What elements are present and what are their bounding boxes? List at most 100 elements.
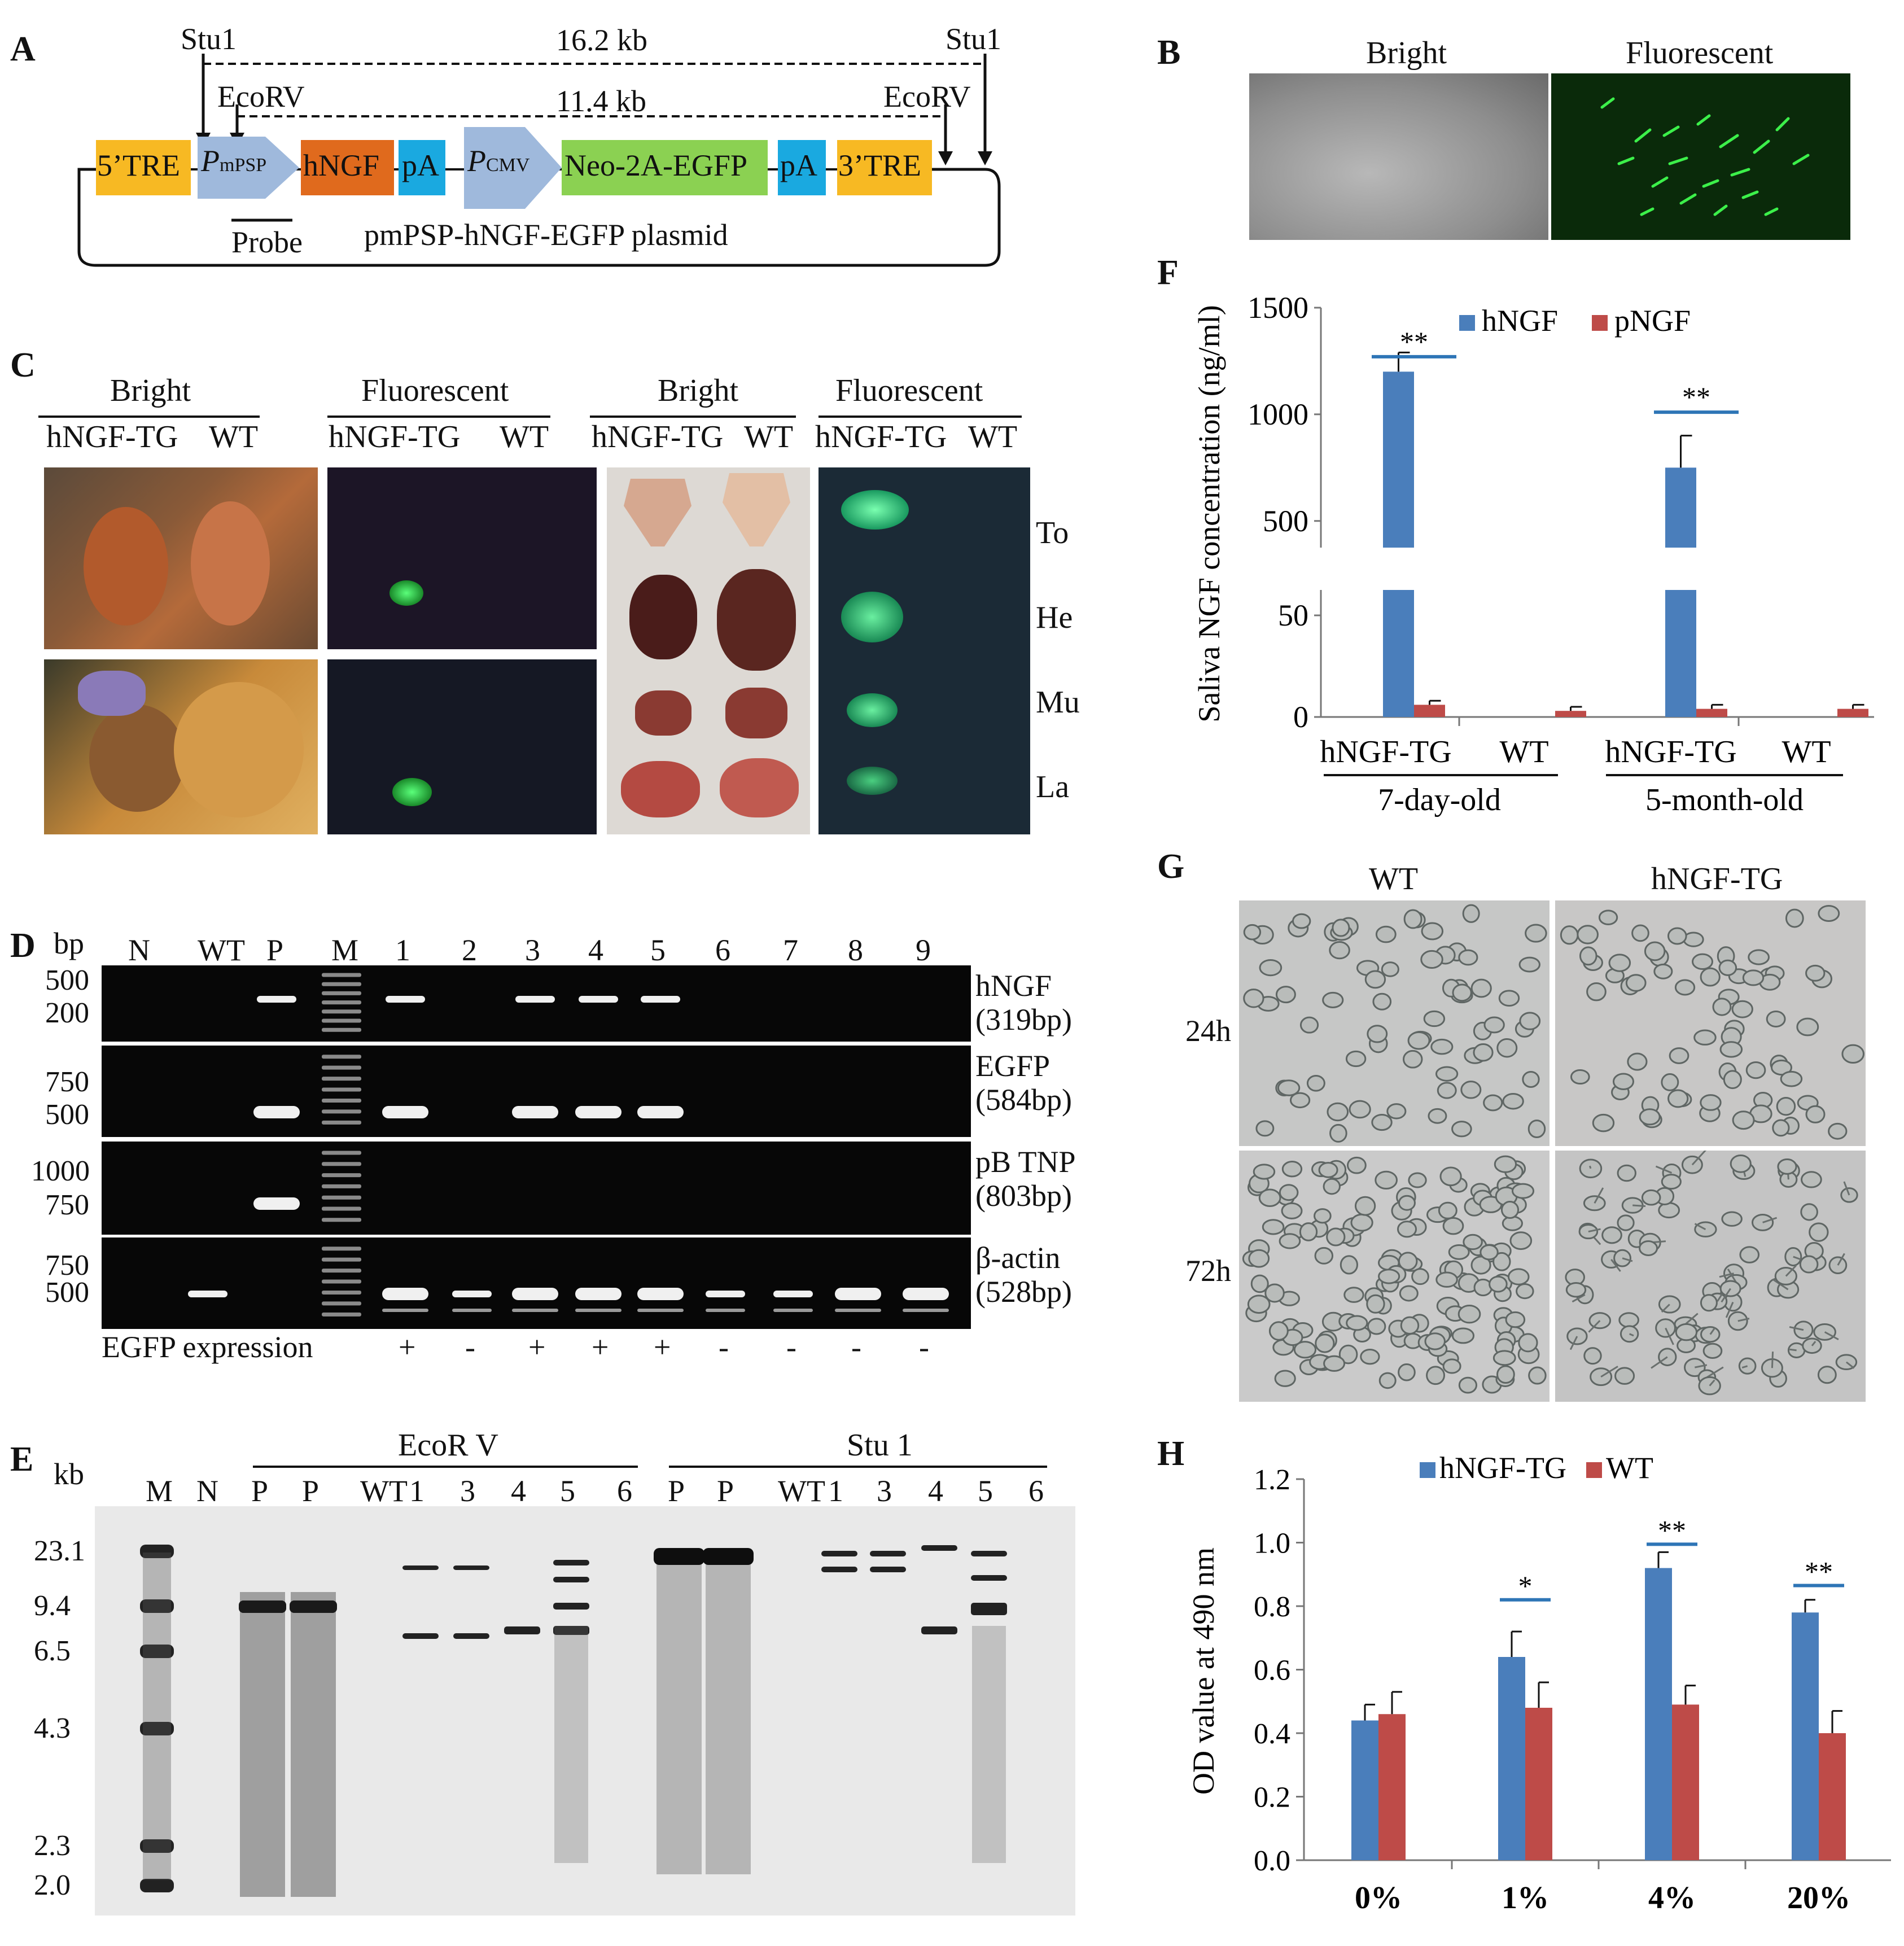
legend-swatch-wt — [1586, 1462, 1602, 1478]
ladder-band — [322, 1301, 361, 1306]
x-category-label: 1% — [1502, 1881, 1549, 1916]
cell — [1780, 1070, 1803, 1087]
cell — [1275, 986, 1296, 1004]
cell — [1511, 1183, 1535, 1199]
cell — [1805, 1105, 1826, 1123]
panel-c-organs-bright — [607, 467, 810, 834]
cell — [1840, 1187, 1858, 1203]
pcr-band — [257, 996, 296, 1003]
cell — [1439, 1166, 1462, 1187]
panel-c-sub-wt-4: WT — [968, 419, 1018, 454]
gel-ladder-label: 750 — [45, 1249, 89, 1282]
gel-ladder-label: 500 — [45, 1276, 89, 1309]
x-category-label: hNGF-TG — [1605, 734, 1736, 769]
cell — [1375, 1170, 1398, 1190]
blot-band — [654, 1548, 704, 1565]
cell — [1527, 1120, 1546, 1139]
y-tick-label: 0 — [1293, 700, 1308, 734]
blot-band — [504, 1626, 540, 1634]
ladder-band — [322, 1279, 361, 1284]
panel-e-group-lines — [253, 1466, 1047, 1468]
cell — [1644, 941, 1666, 961]
cell — [1243, 989, 1264, 1008]
cell — [1631, 924, 1649, 942]
cell — [1721, 1211, 1743, 1227]
cell — [1570, 1069, 1590, 1085]
neurite — [1811, 1341, 1817, 1346]
cell — [1314, 1247, 1334, 1265]
cell — [1371, 1113, 1393, 1131]
x-category-label: WT — [1499, 734, 1548, 769]
cell — [1751, 1213, 1774, 1231]
age-label: 5-month-old — [1645, 782, 1804, 817]
cell — [1279, 1184, 1299, 1201]
cell — [1800, 1203, 1818, 1221]
panel-e-lane-P: P — [717, 1474, 734, 1508]
gel-ladder-label: 500 — [45, 964, 89, 996]
panel-g-tg-72h — [1555, 1151, 1866, 1402]
cell — [1448, 1244, 1470, 1260]
panel-e-marker-2.0: 2.0 — [34, 1869, 71, 1901]
egfp-expression-mark: + — [592, 1330, 609, 1364]
element-pa-1: pA — [402, 148, 439, 182]
x-category-label: WT — [1782, 734, 1831, 769]
cell — [1776, 1097, 1796, 1116]
cell — [1299, 1016, 1319, 1034]
cell — [1247, 1295, 1271, 1314]
cell — [1430, 1038, 1454, 1055]
pcr-gel-1 — [102, 965, 971, 1042]
blot-band — [453, 1565, 489, 1570]
neurite — [1588, 1320, 1601, 1333]
panel-e-letter: E — [10, 1440, 34, 1479]
pcr-band — [641, 996, 680, 1003]
panel-e-marker-23.1: 23.1 — [34, 1535, 85, 1567]
panel-d-lane-P: P — [266, 933, 284, 967]
blot-band — [870, 1567, 906, 1572]
cell — [1627, 1052, 1648, 1071]
cell — [1612, 1073, 1634, 1091]
cell — [1796, 1017, 1819, 1037]
blot-band — [703, 1548, 754, 1565]
pcr-band-faint — [637, 1309, 684, 1312]
cell — [1400, 1316, 1420, 1335]
element-neo-egfp: Neo-2A-EGFP — [564, 148, 747, 182]
cell — [1522, 1070, 1540, 1088]
panel-g-col-tg: hNGF-TG — [1651, 862, 1783, 897]
cell — [1507, 1268, 1530, 1285]
ladder-band — [322, 1218, 361, 1222]
blot-marker-smear — [143, 1553, 171, 1880]
y-tick-label: 0.2 — [1254, 1782, 1290, 1814]
cell — [1613, 1249, 1631, 1267]
cell — [1583, 1347, 1602, 1365]
cell — [1332, 919, 1350, 937]
panel-g-letter: G — [1157, 847, 1185, 886]
cell — [1684, 1358, 1706, 1377]
neurite — [1661, 1304, 1670, 1313]
panel-d-lane-6: 6 — [715, 933, 730, 967]
egfp-expression-mark: - — [465, 1330, 475, 1364]
cell — [1817, 1366, 1837, 1384]
ladder-band — [322, 1162, 361, 1166]
egfp-expression-mark: + — [528, 1330, 546, 1364]
cell — [1398, 1363, 1416, 1381]
pcr-band-faint — [575, 1309, 621, 1312]
cell — [1243, 924, 1262, 941]
cell — [1802, 1337, 1822, 1354]
gel-target-name: EGFP — [975, 1049, 1051, 1083]
panel-c-sub-tg-2: hNGF-TG — [329, 419, 461, 454]
neurite — [1695, 1364, 1708, 1368]
y-tick-label: 0.8 — [1254, 1591, 1290, 1623]
cell — [1329, 941, 1350, 960]
cell — [1601, 1226, 1622, 1244]
pcr-band — [188, 1291, 227, 1297]
cell — [1327, 1102, 1349, 1122]
cell — [1458, 1376, 1478, 1394]
panel-e-lane-3: 3 — [460, 1474, 475, 1508]
pcr-gel-3 — [102, 1142, 971, 1235]
cell — [1674, 979, 1696, 996]
size-ecorv-label: 11.4 kb — [556, 84, 646, 118]
neurite — [1622, 1257, 1633, 1262]
panel-d-lane-5: 5 — [650, 933, 666, 967]
legend-label-pngf: pNGF — [1614, 304, 1691, 338]
cell — [1399, 1285, 1419, 1302]
